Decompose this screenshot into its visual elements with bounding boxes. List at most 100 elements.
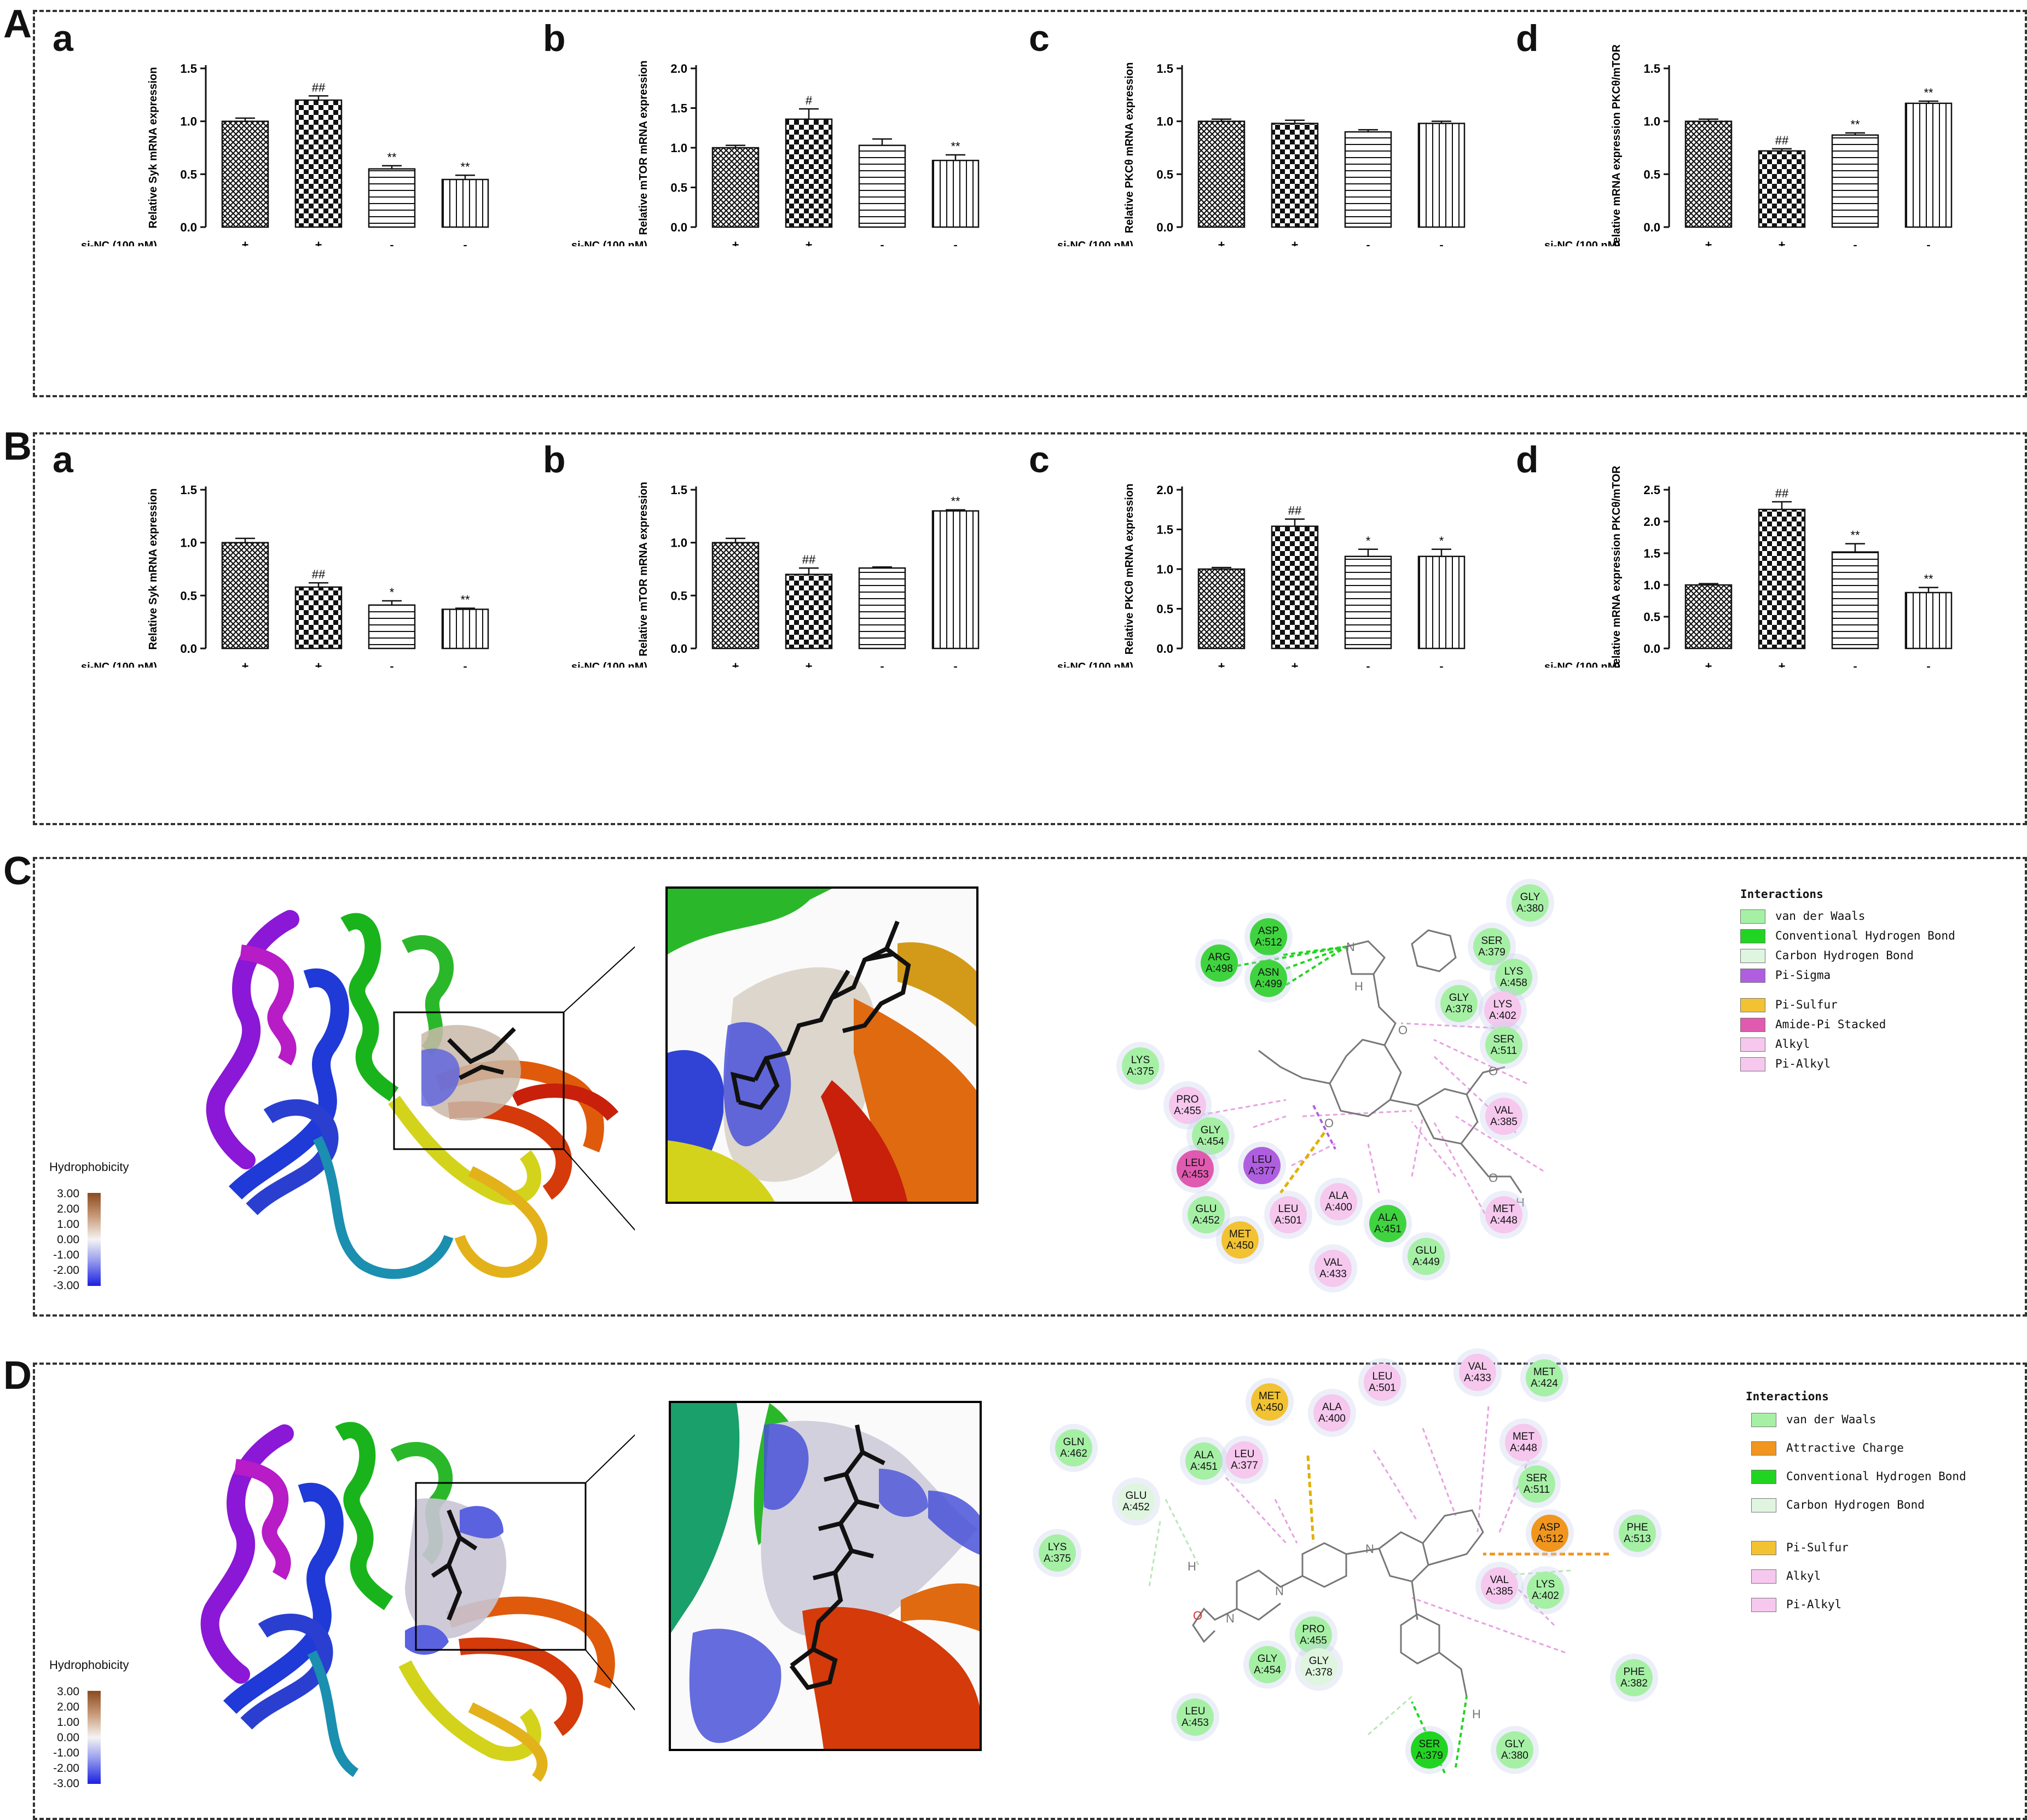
residue-name: ALA — [1194, 1450, 1214, 1461]
residue-node: LYS A:402 — [1527, 1572, 1564, 1609]
y-axis-label: Relative Syk mRNA expression — [147, 67, 159, 229]
residue-node: LEU A:377 — [1226, 1441, 1263, 1479]
condition-sign: + — [242, 238, 249, 246]
y-tick-label: 0.5 — [180, 589, 197, 602]
subpanel-letter: b — [543, 18, 566, 59]
bar-chart-a-a: 0.0 0.5 1.0 1.5 Relative Syk mRNA expression… — [81, 62, 489, 246]
y-tick-label: 2.0 — [1156, 483, 1173, 497]
legend-label: Alkyl — [1786, 1569, 1821, 1583]
significance-mark: ## — [802, 553, 816, 566]
panel-c-box — [33, 857, 2027, 1317]
condition-sign: + — [1292, 659, 1299, 668]
condition-label: si-NC (100 nM) — [571, 240, 647, 246]
residue-name: LEU — [1252, 1154, 1272, 1166]
condition-label: si-NC (100 nM) — [81, 240, 157, 246]
significance-mark: * — [390, 586, 395, 599]
bar — [711, 147, 760, 228]
legend-swatch — [1740, 998, 1765, 1012]
y-tick-label: 1.0 — [670, 141, 687, 155]
condition-sign: - — [1853, 659, 1857, 668]
svg-text:H: H — [1354, 979, 1363, 993]
bar — [1271, 525, 1319, 650]
residue-number: A:448 — [1490, 1215, 1518, 1226]
residue-name: LEU — [1234, 1448, 1255, 1460]
residue-node: PRO A:455 — [1295, 1616, 1332, 1654]
condition-sign: - — [390, 659, 393, 668]
bar-chart-a-d: 0.0 0.5 1.0 1.5 Relative mRNA expression PKC… — [1544, 44, 1953, 246]
residue-node: VAL A:385 — [1485, 1098, 1522, 1135]
residue-node: GLY A:454 — [1192, 1117, 1229, 1155]
y-tick-label: 0.5 — [670, 181, 687, 195]
legend-swatch — [1751, 1470, 1776, 1484]
significance-mark: ## — [1775, 134, 1789, 147]
bar — [441, 178, 489, 228]
residue-name: VAL — [1494, 1105, 1514, 1116]
condition-sign: - — [1366, 238, 1370, 246]
y-tick-label: 1.5 — [180, 62, 197, 76]
hydrophobicity-color-bar — [88, 1193, 101, 1286]
residue-node: SER A:379 — [1411, 1731, 1448, 1769]
significance-mark: * — [1366, 534, 1371, 548]
residue-node: GLY A:380 — [1511, 884, 1549, 921]
subpanel-letter: a — [53, 439, 73, 480]
residue-name: GLN — [1063, 1436, 1085, 1448]
residue-node: GLY A:380 — [1496, 1731, 1533, 1769]
significance-mark: ## — [1775, 486, 1789, 500]
bar-chart-b-d: 0.0 0.5 1.0 1.5 2.0 2.5 Relative mRNA expressi… — [1544, 466, 1953, 668]
residue-number: A:450 — [1256, 1402, 1283, 1413]
residue-node: GLU A:452 — [1117, 1483, 1155, 1520]
significance-mark: # — [806, 94, 813, 107]
residue-node: PHE A:513 — [1619, 1515, 1656, 1552]
bar — [931, 510, 980, 650]
residue-node: GLN A:462 — [1055, 1429, 1092, 1467]
residue-number: A:511 — [1490, 1045, 1518, 1057]
residue-node: ALA A:400 — [1320, 1183, 1357, 1220]
y-tick-label: 1.0 — [180, 115, 197, 129]
residue-name: LEU — [1185, 1706, 1206, 1717]
residue-number: A:375 — [1127, 1066, 1154, 1077]
residue-node: ASP A:512 — [1531, 1515, 1568, 1552]
legend-title: Interactions — [1740, 888, 1823, 901]
residue-number: A:402 — [1489, 1010, 1516, 1022]
residue-number: A:379 — [1478, 947, 1505, 958]
residue-number: A:499 — [1255, 978, 1282, 990]
bar — [785, 573, 833, 650]
hydrophobicity-color-bar — [88, 1691, 101, 1784]
condition-sign: + — [242, 659, 249, 668]
y-tick-label: 0.5 — [1156, 167, 1173, 181]
scale-tick: 1.00 — [57, 1716, 79, 1729]
legend-swatch — [1751, 1413, 1776, 1427]
residue-number: A:382 — [1620, 1678, 1648, 1689]
bar-chart-a-b: 0.0 0.5 1.0 1.5 2.0 Relative mTOR mRNA expres… — [571, 61, 980, 246]
y-tick-label: 1.5 — [1643, 62, 1660, 76]
bar — [1831, 134, 1879, 228]
bar-chart-b-b: 0.0 0.5 1.0 1.5 Relative mTOR mRNA expressio… — [571, 482, 980, 668]
legend-label: Conventional Hydrogen Bond — [1775, 929, 1955, 942]
residue-name: MET — [1229, 1228, 1252, 1240]
scale-tick: -1.00 — [53, 1249, 79, 1261]
residue-name: GLY — [1308, 1655, 1329, 1667]
legend-label: Carbon Hydrogen Bond — [1786, 1498, 1925, 1511]
y-tick-label: 2.5 — [1643, 483, 1660, 497]
bar — [1417, 555, 1466, 650]
svg-text:O: O — [1398, 1023, 1408, 1037]
residue-node: LEU A:453 — [1177, 1150, 1214, 1187]
binding-pocket-zoom-d — [669, 1401, 982, 1751]
residue-name: VAL — [1490, 1574, 1509, 1586]
residue-name: LYS — [1504, 966, 1524, 977]
ligand-interaction-diagram-c: O O O O N H H — [1192, 929, 1544, 1221]
bar — [368, 168, 416, 228]
legend-label: Pi-Alkyl — [1775, 1057, 1831, 1070]
condition-sign: + — [1218, 659, 1225, 668]
bar — [785, 118, 833, 228]
hydrophobicity-title: Hydrophobicity — [49, 1658, 129, 1672]
condition-sign: + — [1218, 238, 1225, 246]
residue-node: PRO A:455 — [1169, 1087, 1206, 1124]
condition-sign: - — [1926, 659, 1930, 668]
legend-label: Conventional Hydrogen Bond — [1786, 1470, 1966, 1483]
scale-tick: 0.00 — [57, 1233, 79, 1246]
scale-tick: -3.00 — [53, 1279, 79, 1292]
residue-name: GLY — [1200, 1125, 1221, 1136]
residue-node: LEU A:501 — [1270, 1196, 1307, 1233]
y-tick-label: 1.0 — [1643, 578, 1660, 592]
